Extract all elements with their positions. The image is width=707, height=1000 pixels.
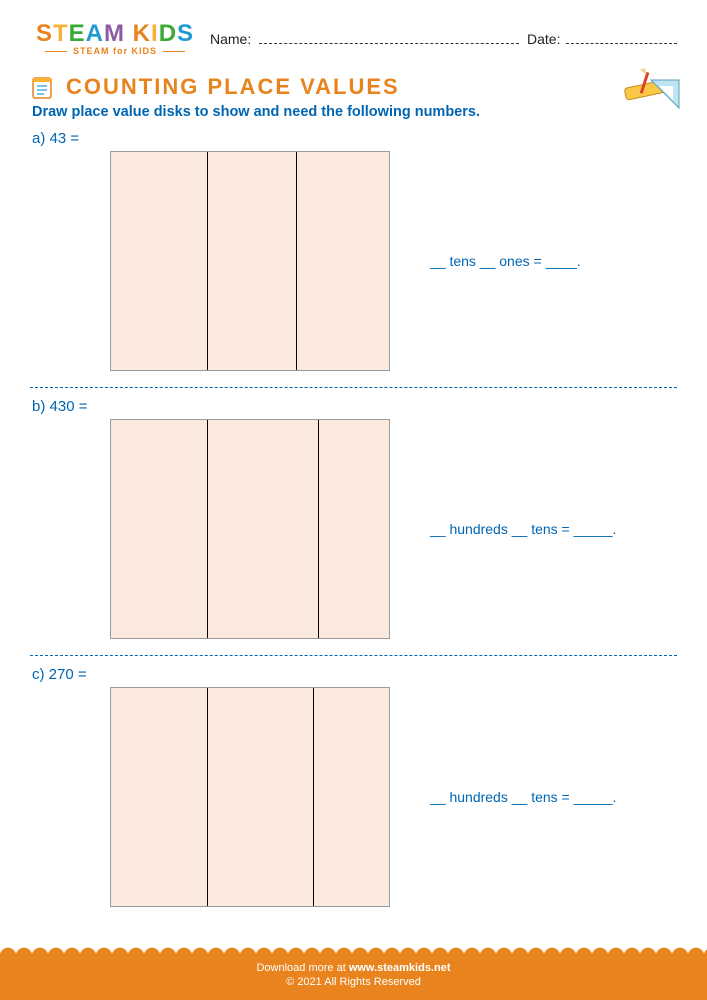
answer-template: __ hundreds __ tens = _____. (430, 521, 677, 537)
title-row: COUNTING PLACE VALUES (30, 74, 677, 100)
box-column (297, 152, 389, 370)
name-label: Name: (210, 31, 251, 47)
box-column (208, 420, 319, 638)
date-input-line[interactable] (566, 30, 677, 44)
instruction-text: Draw place value disks to show and need … (32, 104, 677, 120)
logo-main: STEAM KIDS (36, 20, 194, 48)
worksheet-title: COUNTING PLACE VALUES (66, 74, 400, 100)
answer-template: __ tens __ ones = ____. (430, 253, 677, 269)
footer-link[interactable]: www.steamkids.net (349, 962, 451, 974)
problem-label: c) 270 = (32, 666, 677, 683)
problem-label: b) 430 = (32, 398, 677, 415)
place-value-box[interactable] (110, 419, 390, 639)
box-column (111, 152, 208, 370)
problem-body: __ hundreds __ tens = _____. (30, 419, 677, 639)
date-label: Date: (527, 31, 560, 47)
problem-body: __ hundreds __ tens = _____. (30, 687, 677, 907)
problem-body: __ tens __ ones = ____. (30, 151, 677, 371)
notepad-icon (30, 74, 56, 100)
place-value-box[interactable] (110, 151, 390, 371)
logo: STEAM KIDS STEAM for KIDS (30, 20, 200, 56)
box-column (111, 688, 208, 906)
box-column (208, 152, 297, 370)
section-divider (30, 387, 677, 388)
header-row: STEAM KIDS STEAM for KIDS Name: Date: (30, 20, 677, 56)
footer-pretext: Download more at (256, 962, 348, 974)
problem-label: a) 43 = (32, 130, 677, 147)
footer-copyright: © 2021 All Rights Reserved (0, 976, 707, 988)
place-value-box[interactable] (110, 687, 390, 907)
name-date-fields: Name: Date: (210, 30, 677, 47)
answer-template: __ hundreds __ tens = _____. (430, 789, 677, 805)
footer: Download more at www.steamkids.net © 202… (0, 948, 707, 1000)
name-input-line[interactable] (259, 30, 519, 44)
box-column (111, 420, 208, 638)
section-divider (30, 655, 677, 656)
logo-subtitle: STEAM for KIDS (73, 46, 157, 56)
ruler-triangle-icon (623, 66, 683, 116)
box-column (314, 688, 389, 906)
box-column (208, 688, 314, 906)
box-column (319, 420, 389, 638)
problem-a: a) 43 = __ tens __ ones = ____. (30, 130, 677, 371)
problem-b: b) 430 = __ hundreds __ tens = _____. (30, 398, 677, 639)
problem-c: c) 270 = __ hundreds __ tens = _____. (30, 666, 677, 907)
